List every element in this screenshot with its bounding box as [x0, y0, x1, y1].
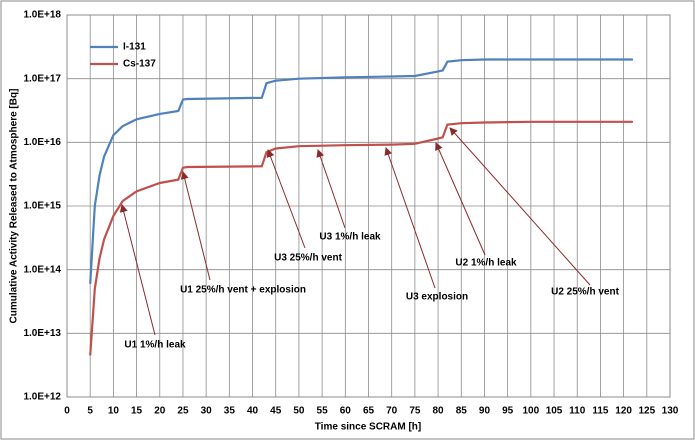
- y-tick-label: 1.0E+14: [23, 264, 61, 275]
- x-tick-label: 115: [592, 406, 609, 417]
- annotation: U3 1%/h leak: [319, 232, 381, 243]
- x-tick-label: 0: [64, 406, 70, 417]
- annotation: U1 25%/h vent + explosion: [180, 285, 306, 296]
- legend-label: I-131: [123, 42, 146, 53]
- x-tick-label: 15: [131, 406, 143, 417]
- annotation-arrow: [449, 127, 591, 286]
- x-tick-label: 35: [224, 406, 236, 417]
- x-tick-label: 90: [479, 406, 491, 417]
- x-tick-label: 95: [502, 406, 514, 417]
- annotation-arrow: [180, 171, 211, 281]
- x-tick-label: 45: [270, 406, 282, 417]
- x-tick-label: 120: [615, 406, 632, 417]
- annotation: U2 25%/h vent: [551, 287, 619, 298]
- x-tick-label: 40: [247, 406, 259, 417]
- y-tick-label: 1.0E+13: [23, 328, 61, 339]
- x-tick-label: 85: [456, 406, 468, 417]
- annotation-arrow: [266, 149, 306, 249]
- x-tick-label: 60: [340, 406, 352, 417]
- y-tick-label: 1.0E+15: [23, 201, 61, 212]
- y-tick-label: 1.0E+18: [23, 10, 61, 21]
- x-tick-label: 130: [662, 406, 679, 417]
- series-line: [89, 58, 633, 284]
- x-tick-label: 25: [177, 406, 189, 417]
- x-tick-label: 75: [409, 406, 421, 417]
- x-tick-label: 125: [638, 406, 655, 417]
- x-axis-label: Time since SCRAM [h]: [315, 422, 422, 433]
- y-tick-label: 1.0E+12: [23, 392, 61, 403]
- x-tick-label: 30: [201, 406, 213, 417]
- annotation-arrow: [435, 142, 486, 256]
- x-tick-label: 20: [154, 406, 166, 417]
- x-tick-label: 10: [108, 406, 120, 417]
- annotation-arrow: [119, 204, 156, 336]
- annotation: U3 explosion: [406, 292, 468, 303]
- y-tick-label: 1.0E+17: [23, 73, 61, 84]
- x-tick-label: 5: [87, 406, 93, 417]
- x-tick-label: 105: [546, 406, 563, 417]
- annotation: U1 1%/h leak: [124, 340, 186, 351]
- x-tick-label: 70: [386, 406, 398, 417]
- annotation-arrow: [384, 147, 436, 289]
- annotation: U3 25%/h vent: [274, 253, 342, 264]
- x-tick-label: 50: [293, 406, 305, 417]
- series-line: [89, 120, 633, 356]
- x-tick-label: 100: [523, 406, 540, 417]
- legend-label: Cs-137: [123, 59, 156, 70]
- x-tick-label: 55: [317, 406, 329, 417]
- x-tick-label: 110: [569, 406, 586, 417]
- x-tick-label: 65: [363, 406, 375, 417]
- annotation: U2 1%/h leak: [455, 258, 517, 269]
- x-tick-label: 80: [433, 406, 445, 417]
- y-tick-label: 1.0E+16: [23, 137, 61, 148]
- y-axis-label: Cumulative Activity Released to Atmosphe…: [9, 89, 20, 324]
- annotation-arrow: [316, 149, 346, 229]
